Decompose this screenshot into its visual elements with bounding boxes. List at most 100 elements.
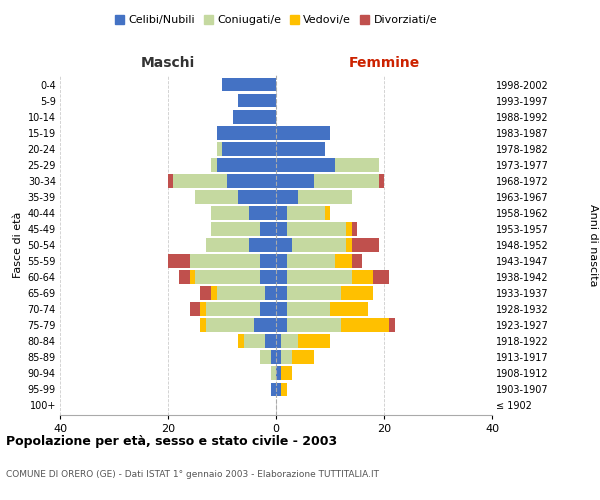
Bar	[276, 142, 325, 156]
Bar	[287, 254, 335, 268]
Bar	[233, 110, 276, 124]
Bar	[217, 126, 276, 140]
Bar	[233, 110, 276, 124]
Bar	[260, 254, 276, 268]
Bar	[173, 174, 276, 188]
Bar	[276, 302, 287, 316]
Bar	[190, 302, 276, 316]
Bar	[168, 254, 276, 268]
Bar	[238, 94, 276, 108]
Bar	[200, 318, 276, 332]
Bar	[292, 238, 346, 252]
Bar	[292, 350, 314, 364]
Bar	[314, 174, 379, 188]
Bar	[276, 366, 281, 380]
Bar	[222, 78, 276, 92]
Bar	[276, 318, 287, 332]
Bar	[238, 94, 276, 108]
Bar	[238, 334, 276, 348]
Bar	[200, 318, 276, 332]
Bar	[238, 94, 276, 108]
Bar	[200, 302, 276, 316]
Bar	[330, 302, 368, 316]
Bar	[373, 270, 389, 284]
Bar	[238, 334, 276, 348]
Bar	[335, 158, 379, 172]
Bar	[238, 94, 276, 108]
Bar	[217, 126, 276, 140]
Bar	[249, 238, 276, 252]
Bar	[352, 254, 362, 268]
Text: Maschi: Maschi	[141, 56, 195, 70]
Bar	[271, 382, 276, 396]
Bar	[227, 174, 276, 188]
Bar	[265, 334, 276, 348]
Bar	[276, 382, 281, 396]
Bar	[276, 286, 287, 300]
Bar	[195, 190, 276, 203]
Bar	[346, 238, 352, 252]
Bar	[276, 238, 292, 252]
Bar	[287, 286, 341, 300]
Bar	[195, 270, 276, 284]
Bar	[346, 222, 352, 236]
Bar	[276, 126, 330, 140]
Bar	[389, 318, 395, 332]
Bar	[244, 334, 276, 348]
Bar	[249, 206, 276, 220]
Bar	[233, 110, 276, 124]
Bar	[276, 222, 287, 236]
Bar	[335, 254, 352, 268]
Bar	[211, 206, 276, 220]
Bar	[179, 270, 276, 284]
Bar	[217, 126, 276, 140]
Bar	[206, 238, 276, 252]
Bar	[254, 318, 276, 332]
Bar	[276, 270, 287, 284]
Bar	[352, 222, 357, 236]
Text: Popolazione per età, sesso e stato civile - 2003: Popolazione per età, sesso e stato civil…	[6, 435, 337, 448]
Bar	[276, 190, 298, 203]
Bar	[287, 270, 352, 284]
Bar	[233, 110, 276, 124]
Bar	[211, 286, 276, 300]
Bar	[260, 222, 276, 236]
Bar	[217, 142, 276, 156]
Bar	[222, 78, 276, 92]
Bar	[222, 78, 276, 92]
Bar	[206, 238, 276, 252]
Bar	[287, 302, 330, 316]
Bar	[271, 382, 276, 396]
Bar	[211, 158, 276, 172]
Bar	[190, 254, 276, 268]
Bar	[260, 302, 276, 316]
Bar	[217, 286, 276, 300]
Bar	[281, 366, 292, 380]
Bar	[195, 190, 276, 203]
Bar	[341, 318, 389, 332]
Y-axis label: Fasce di età: Fasce di età	[13, 212, 23, 278]
Bar	[379, 174, 384, 188]
Bar	[276, 206, 287, 220]
Bar	[281, 334, 298, 348]
Bar	[287, 318, 341, 332]
Bar	[341, 286, 373, 300]
Bar	[206, 302, 276, 316]
Bar	[217, 142, 276, 156]
Bar	[260, 350, 276, 364]
Bar	[217, 158, 276, 172]
Bar	[271, 382, 276, 396]
Bar	[200, 286, 276, 300]
Bar	[211, 222, 276, 236]
Text: COMUNE DI ORERO (GE) - Dati ISTAT 1° gennaio 2003 - Elaborazione TUTTITALIA.IT: COMUNE DI ORERO (GE) - Dati ISTAT 1° gen…	[6, 470, 379, 479]
Bar	[190, 254, 276, 268]
Bar	[173, 174, 276, 188]
Bar	[211, 222, 276, 236]
Bar	[222, 78, 276, 92]
Bar	[238, 190, 276, 203]
Bar	[271, 366, 276, 380]
Bar	[271, 382, 276, 396]
Bar	[211, 206, 276, 220]
Bar	[217, 126, 276, 140]
Bar	[271, 366, 276, 380]
